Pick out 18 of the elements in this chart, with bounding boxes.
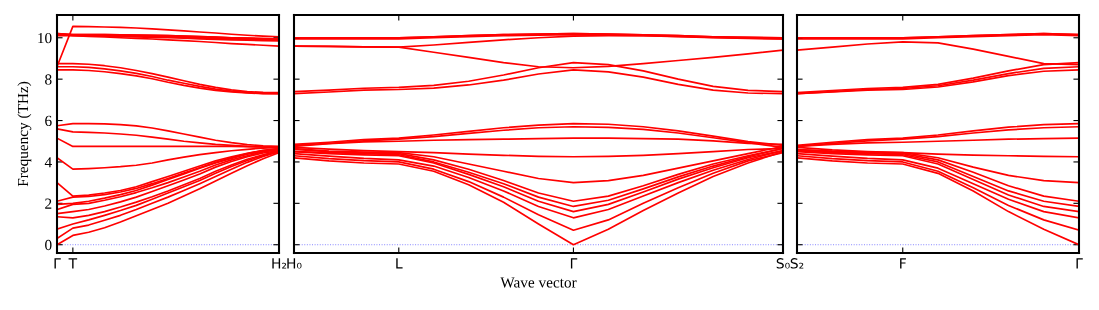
x-tick-label: S₂ [790,258,804,269]
y-axis-title: Frequency (THz) [17,81,32,187]
x-tick-label: T [68,258,78,269]
y-tick-label: 8 [45,74,52,85]
x-axis-title: Wave vector [500,277,577,288]
x-tick-label: S₀ [776,258,790,269]
y-tick-label: 10 [38,32,52,44]
y-tick-label: 2 [45,198,52,209]
x-tick-label: L [396,258,403,269]
x-tick-label: H₂ [272,258,287,269]
y-tick-label: 0 [45,239,52,251]
y-tick-label: 6 [45,115,52,126]
x-tick-label: F [900,258,906,269]
y-tick-label: 4 [44,157,52,168]
x-tick-label: Γ [1076,258,1083,269]
x-tick-label: Γ [54,258,61,269]
x-tick-label: Γ [570,258,578,269]
x-tick-label: H₀ [287,258,302,269]
